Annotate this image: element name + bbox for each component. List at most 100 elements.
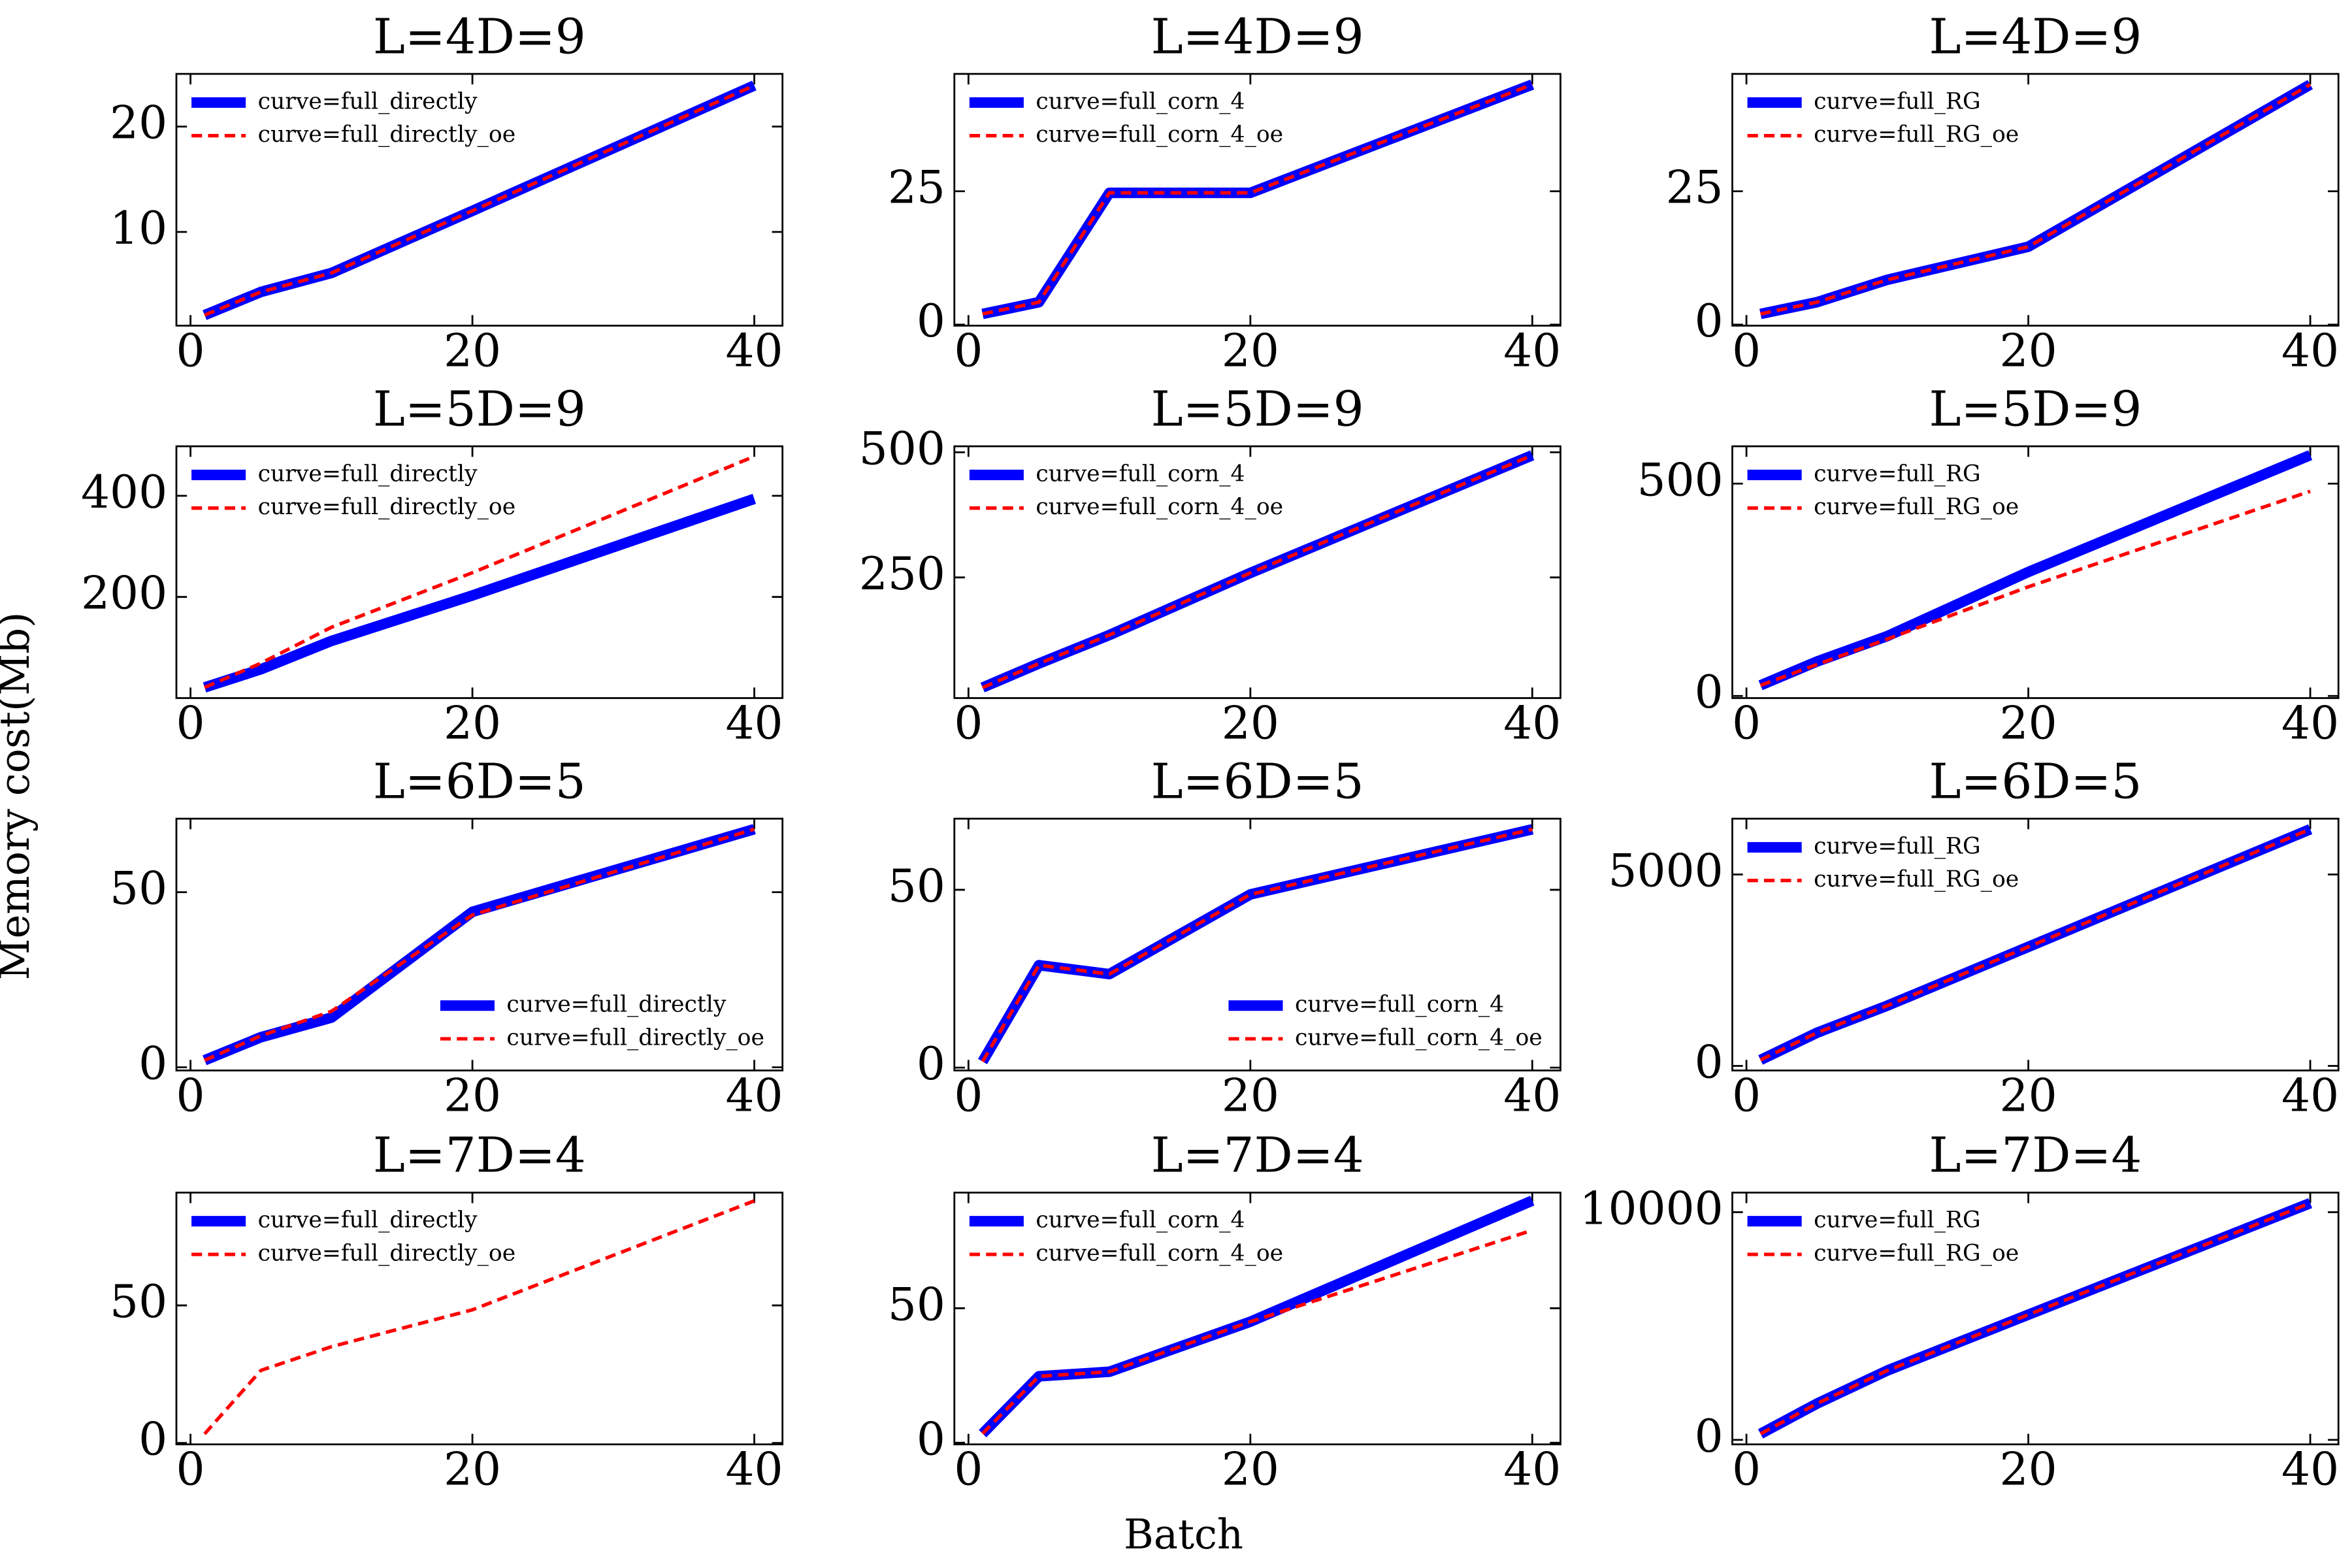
legend-label: curve=full_corn_4: [1036, 88, 1245, 114]
x-tick-label: 40: [1503, 697, 1561, 749]
legend: curve=full_directly curve=full_directly_o…: [191, 1207, 515, 1267]
x-tick-label: 0: [954, 1444, 983, 1496]
x-tick-label: 40: [725, 1070, 783, 1122]
x-tick-label: 20: [444, 697, 501, 749]
legend: curve=full_directly curve=full_directly_o…: [191, 461, 515, 520]
axes-frame: [175, 73, 784, 327]
legend: curve=full_corn_4 curve=full_corn_4_oe: [969, 461, 1283, 520]
subplot-title: L=7D=4: [1151, 1128, 1364, 1184]
y-tick-label: 0: [1695, 1037, 1723, 1089]
x-tick-label: 20: [1222, 325, 1279, 377]
x-tick-label: 0: [176, 1070, 205, 1122]
x-tick-label: 0: [1732, 697, 1761, 749]
x-tick-label: 0: [176, 325, 205, 377]
series-line: [1760, 83, 2311, 316]
axes-frame: [953, 73, 1561, 327]
x-tick-label: 40: [1503, 1070, 1561, 1122]
legend: curve=full_RG curve=full_RG_oe: [1747, 88, 2019, 148]
legend: curve=full_corn_4 curve=full_corn_4_oe: [969, 88, 1283, 148]
axes-frame: [1731, 73, 2340, 327]
axes-frame: [953, 445, 1561, 699]
y-tick-label: 10: [110, 203, 167, 255]
subplot: L=7D=40 20 40050curve=full_corn_4curve=ful…: [888, 1128, 1561, 1496]
y-tick-label: 20: [110, 97, 167, 150]
axes-frame: [953, 817, 1561, 1071]
subplot: L=6D=50 20 40050curve=full_corn_4curve=ful…: [888, 753, 1561, 1122]
x-tick-label: 40: [1503, 325, 1561, 377]
legend-label: curve=full_directly: [258, 461, 478, 487]
subplot-title: L=5D=9: [373, 381, 586, 437]
x-tick-label: 40: [1503, 1444, 1561, 1496]
legend-label: curve=full_RG_oe: [1814, 866, 2019, 892]
series-line: [203, 493, 757, 693]
legend-label: curve=full_corn_4_oe: [1036, 1241, 1283, 1267]
subplot-title: L=4D=9: [1151, 8, 1364, 65]
legend: curve=full_corn_4 curve=full_corn_4_oe: [1228, 992, 1543, 1051]
legend: curve=full_directly curve=full_directly_o…: [440, 992, 764, 1051]
x-tick-label: 20: [2000, 1444, 2057, 1496]
x-tick-label: 40: [2281, 697, 2339, 749]
x-tick-label: 0: [1732, 325, 1761, 377]
y-axis-label: Memory cost(Mb): [0, 612, 39, 981]
series-line: [1759, 827, 2311, 1062]
legend-label: curve=full_directly_oe: [506, 1025, 764, 1051]
y-tick-label: 5000: [1609, 845, 1723, 897]
legend-label: curve=full_directly: [258, 1207, 478, 1233]
subplot-title: L=6D=5: [373, 753, 586, 809]
legend-label: curve=full_corn_4_oe: [1036, 494, 1283, 520]
y-tick-label: 10000: [1579, 1183, 1723, 1235]
x-tick-label: 20: [444, 325, 501, 377]
y-tick-label: 0: [1695, 295, 1723, 348]
x-tick-label: 20: [1222, 697, 1279, 749]
y-tick-label: 0: [1695, 666, 1723, 719]
y-tick-label: 250: [859, 548, 945, 600]
legend: curve=full_RG curve=full_RG_oe: [1747, 833, 2019, 892]
series-line: [981, 453, 1533, 689]
y-tick-label: 0: [139, 1038, 167, 1090]
series-line: [1759, 489, 2311, 687]
x-tick-label: 20: [2000, 1070, 2057, 1122]
axes-frame: [175, 445, 784, 699]
y-tick-label: 500: [1637, 454, 1723, 506]
x-tick-label: 20: [1222, 1070, 1279, 1122]
legend: curve=full_corn_4 curve=full_corn_4_oe: [969, 1207, 1283, 1267]
legend-label: curve=full_corn_4: [1036, 1207, 1245, 1233]
y-tick-label: 200: [81, 568, 167, 620]
axes-frame: [175, 1191, 784, 1446]
y-tick-label: 0: [1695, 1411, 1723, 1463]
x-tick-label: 40: [725, 1444, 783, 1496]
x-tick-label: 40: [2281, 1444, 2339, 1496]
axes-frame: [1731, 1191, 2340, 1446]
series-line: [981, 827, 1533, 1063]
series-line: [1759, 1201, 2311, 1435]
series-line: [982, 82, 1533, 316]
axes-frame: [1731, 445, 2340, 699]
x-tick-label: 20: [2000, 697, 2057, 749]
x-tick-label: 20: [444, 1444, 501, 1496]
subplot: L=7D=40 20 40050curve=full_directlycurve=f…: [110, 1128, 784, 1496]
axes-frame: [175, 817, 784, 1071]
legend-label: curve=full_RG: [1814, 88, 1981, 114]
x-tick-label: 40: [725, 325, 783, 377]
legend-label: curve=full_RG_oe: [1814, 494, 2019, 520]
x-tick-label: 0: [1732, 1070, 1761, 1122]
subplot: L=5D=9 0 20 40 200 400 curve=full_directlycurv…: [81, 381, 784, 749]
legend-label: curve=full_corn_4: [1036, 461, 1245, 487]
subplot-title: L=5D=9: [1929, 381, 2142, 437]
subplot-title: L=6D=5: [1151, 753, 1364, 809]
series-line: [204, 455, 755, 689]
series-line: [204, 84, 755, 317]
y-tick-label: 50: [110, 1276, 167, 1328]
legend-label: curve=full_directly_oe: [258, 494, 516, 520]
x-tick-label: 40: [2281, 1070, 2339, 1122]
y-tick-label: 50: [888, 1279, 945, 1331]
subplot-title: L=7D=4: [1929, 1128, 2142, 1184]
legend-label: curve=full_RG: [1814, 833, 1981, 859]
subplot-title: L=4D=9: [373, 8, 586, 65]
legend: curve=full_RG curve=full_RG_oe: [1747, 461, 2019, 520]
series-line: [204, 827, 755, 1062]
